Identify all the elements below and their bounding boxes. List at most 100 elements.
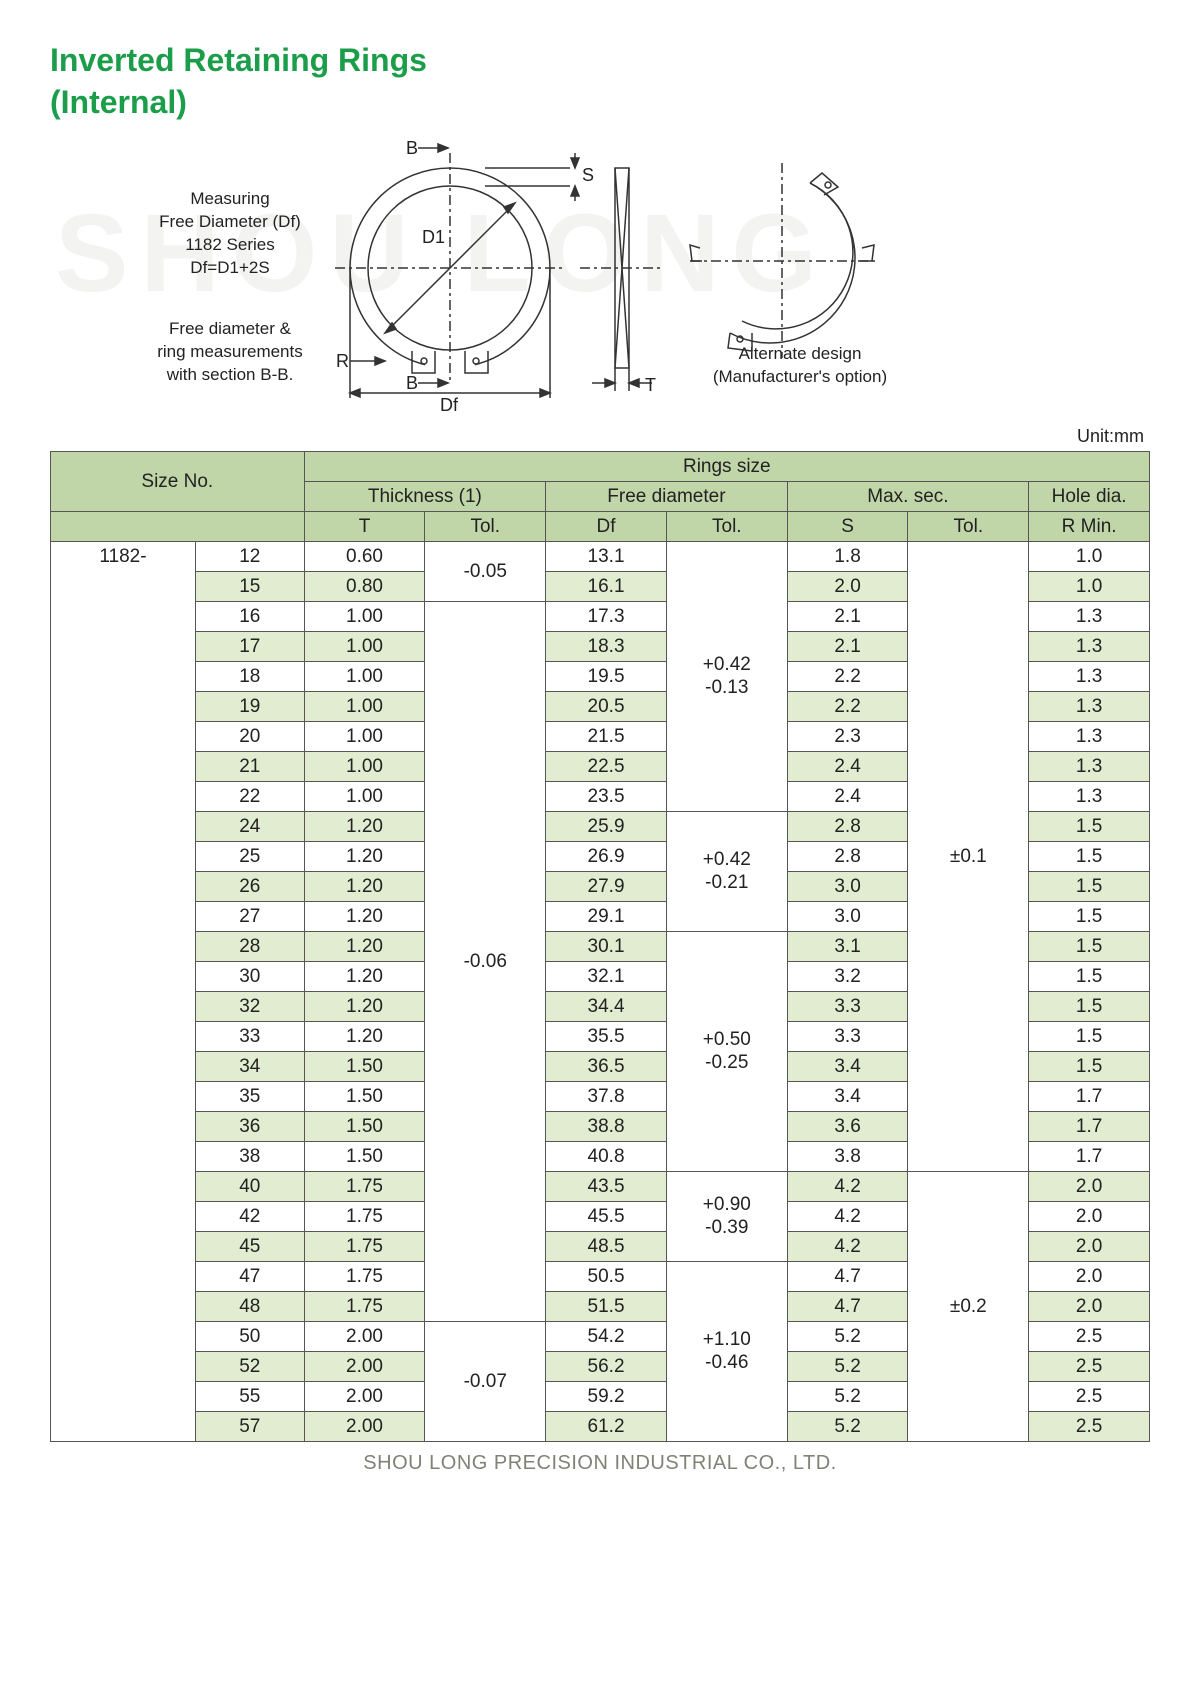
cell-t: 1.20 bbox=[304, 932, 425, 962]
cell-no: 20 bbox=[195, 722, 304, 752]
cell-no: 36 bbox=[195, 1112, 304, 1142]
cell-df: 38.8 bbox=[546, 1112, 667, 1142]
diag-text: ring measurements bbox=[157, 342, 303, 361]
diag-S: S bbox=[582, 165, 594, 185]
cell-df: 54.2 bbox=[546, 1322, 667, 1352]
hdr-max-sec: Max. sec. bbox=[787, 482, 1029, 512]
hdr-size-no: Size No. bbox=[51, 452, 305, 512]
cell-t: 1.20 bbox=[304, 992, 425, 1022]
cell-s: 2.8 bbox=[787, 842, 908, 872]
cell-s: 3.0 bbox=[787, 872, 908, 902]
cell-r: 1.5 bbox=[1029, 902, 1150, 932]
cell-r: 1.3 bbox=[1029, 602, 1150, 632]
cell-no: 18 bbox=[195, 662, 304, 692]
cell-s: 2.1 bbox=[787, 602, 908, 632]
diag-text: Df=D1+2S bbox=[190, 258, 269, 277]
cell-df: 25.9 bbox=[546, 812, 667, 842]
cell-no: 25 bbox=[195, 842, 304, 872]
hdr-rings-size: Rings size bbox=[304, 452, 1149, 482]
cell-no: 30 bbox=[195, 962, 304, 992]
cell-t: 1.20 bbox=[304, 902, 425, 932]
cell-no: 55 bbox=[195, 1382, 304, 1412]
cell-r: 2.0 bbox=[1029, 1232, 1150, 1262]
cell-r: 1.3 bbox=[1029, 782, 1150, 812]
cell-t: 1.00 bbox=[304, 602, 425, 632]
cell-r: 2.5 bbox=[1029, 1382, 1150, 1412]
cell-no: 50 bbox=[195, 1322, 304, 1352]
cell-t: 1.20 bbox=[304, 812, 425, 842]
cell-df: 17.3 bbox=[546, 602, 667, 632]
footer-text: SHOU LONG PRECISION INDUSTRIAL CO., LTD. bbox=[50, 1452, 1150, 1475]
cell-df: 48.5 bbox=[546, 1232, 667, 1262]
cell-t-tol: -0.05 bbox=[425, 542, 546, 602]
cell-r: 2.0 bbox=[1029, 1262, 1150, 1292]
hdr-hole-dia: Hole dia. bbox=[1029, 482, 1150, 512]
cell-t: 2.00 bbox=[304, 1412, 425, 1442]
page-title: Inverted Retaining Rings (Internal) bbox=[50, 40, 1150, 123]
cell-t: 2.00 bbox=[304, 1382, 425, 1412]
cell-s: 2.8 bbox=[787, 812, 908, 842]
cell-s: 2.0 bbox=[787, 572, 908, 602]
cell-t: 1.00 bbox=[304, 782, 425, 812]
cell-s-tol: ±0.2 bbox=[908, 1172, 1029, 1442]
hdr-Df: Df bbox=[546, 512, 667, 542]
cell-df: 16.1 bbox=[546, 572, 667, 602]
diag-B-bot: B bbox=[406, 373, 418, 393]
cell-r: 1.5 bbox=[1029, 1052, 1150, 1082]
hdr-Tol3: Tol. bbox=[908, 512, 1029, 542]
cell-r: 1.3 bbox=[1029, 722, 1150, 752]
cell-no: 34 bbox=[195, 1052, 304, 1082]
cell-r: 1.7 bbox=[1029, 1142, 1150, 1172]
cell-s: 4.7 bbox=[787, 1292, 908, 1322]
cell-df: 23.5 bbox=[546, 782, 667, 812]
cell-t-tol: -0.06 bbox=[425, 602, 546, 1322]
cell-r: 1.5 bbox=[1029, 812, 1150, 842]
cell-df: 59.2 bbox=[546, 1382, 667, 1412]
cell-t: 1.50 bbox=[304, 1052, 425, 1082]
cell-no: 35 bbox=[195, 1082, 304, 1112]
cell-s: 2.4 bbox=[787, 752, 908, 782]
cell-s: 4.2 bbox=[787, 1232, 908, 1262]
cell-r: 1.5 bbox=[1029, 1022, 1150, 1052]
cell-df: 36.5 bbox=[546, 1052, 667, 1082]
cell-no: 33 bbox=[195, 1022, 304, 1052]
cell-df: 43.5 bbox=[546, 1172, 667, 1202]
spec-table: Size No. Rings size Thickness (1) Free d… bbox=[50, 451, 1150, 1442]
cell-s: 5.2 bbox=[787, 1382, 908, 1412]
cell-r: 1.3 bbox=[1029, 662, 1150, 692]
cell-r: 1.3 bbox=[1029, 692, 1150, 722]
cell-no: 12 bbox=[195, 542, 304, 572]
cell-r: 1.0 bbox=[1029, 542, 1150, 572]
diag-text: 1182 Series bbox=[185, 235, 274, 254]
hdr-T: T bbox=[304, 512, 425, 542]
cell-s: 2.2 bbox=[787, 662, 908, 692]
table-row: 1182-120.60-0.0513.1+0.42-0.131.8±0.11.0 bbox=[51, 542, 1150, 572]
cell-t: 1.00 bbox=[304, 632, 425, 662]
diag-text: Free Diameter (Df) bbox=[159, 212, 301, 231]
cell-no: 52 bbox=[195, 1352, 304, 1382]
cell-s-tol: ±0.1 bbox=[908, 542, 1029, 1172]
cell-df-tol: +0.90-0.39 bbox=[666, 1172, 787, 1262]
cell-df: 13.1 bbox=[546, 542, 667, 572]
cell-no: 40 bbox=[195, 1172, 304, 1202]
cell-df: 40.8 bbox=[546, 1142, 667, 1172]
cell-df: 19.5 bbox=[546, 662, 667, 692]
hdr-S: S bbox=[787, 512, 908, 542]
cell-no: 26 bbox=[195, 872, 304, 902]
cell-df-tol: +0.42-0.13 bbox=[666, 542, 787, 812]
cell-df: 34.4 bbox=[546, 992, 667, 1022]
hdr-RMin: R Min. bbox=[1029, 512, 1150, 542]
cell-df: 37.8 bbox=[546, 1082, 667, 1112]
cell-r: 1.5 bbox=[1029, 932, 1150, 962]
cell-s: 4.7 bbox=[787, 1262, 908, 1292]
table-row: 401.7543.5+0.90-0.394.2±0.22.0 bbox=[51, 1172, 1150, 1202]
diag-text: Free diameter & bbox=[169, 319, 291, 338]
diag-B-top: B bbox=[406, 138, 418, 158]
cell-r: 1.7 bbox=[1029, 1112, 1150, 1142]
cell-r: 2.0 bbox=[1029, 1172, 1150, 1202]
cell-t-tol: -0.07 bbox=[425, 1322, 546, 1442]
cell-s: 3.6 bbox=[787, 1112, 908, 1142]
cell-r: 2.0 bbox=[1029, 1202, 1150, 1232]
cell-df: 51.5 bbox=[546, 1292, 667, 1322]
cell-r: 1.0 bbox=[1029, 572, 1150, 602]
